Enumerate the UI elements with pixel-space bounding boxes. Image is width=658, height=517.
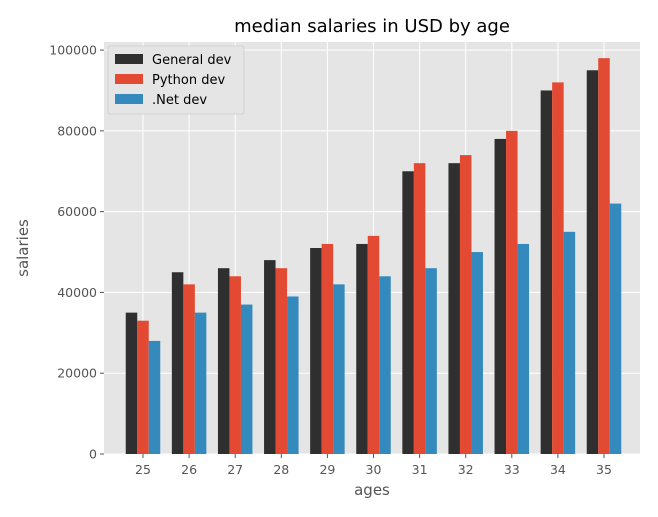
legend-label: Python dev — [152, 73, 225, 88]
x-tick-label: 28 — [273, 462, 289, 477]
bar — [598, 58, 610, 455]
y-tick-label: 20000 — [57, 366, 97, 381]
y-tick-label: 60000 — [57, 204, 97, 219]
bar — [471, 252, 483, 454]
bar — [275, 268, 288, 454]
bar — [183, 284, 195, 454]
bar — [125, 312, 138, 454]
y-tick-label: 80000 — [57, 123, 97, 138]
y-axis-ticks: 0 20000 40000 60000 80000 100000 — [49, 43, 104, 462]
x-tick-label: 32 — [458, 462, 474, 477]
bar — [402, 171, 414, 455]
legend-swatch — [115, 94, 143, 104]
legend: General dev Python dev .Net dev — [107, 45, 245, 115]
bar — [413, 163, 426, 455]
bar — [217, 268, 230, 454]
x-tick-label: 34 — [550, 462, 566, 477]
bar — [586, 70, 599, 455]
y-tick-label: 40000 — [57, 285, 97, 300]
chart-title: median salaries in USD by age — [234, 16, 510, 37]
x-tick-label: 33 — [504, 462, 520, 477]
bar — [356, 243, 368, 454]
bar — [540, 90, 553, 455]
x-tick-label: 27 — [227, 462, 243, 477]
x-tick-label: 25 — [135, 462, 151, 477]
bar — [229, 276, 241, 454]
bar — [333, 284, 345, 454]
bar — [506, 130, 518, 455]
y-tick-label: 0 — [89, 447, 97, 462]
legend-swatch — [115, 54, 143, 64]
bar — [459, 155, 472, 455]
bar — [148, 340, 161, 454]
bar — [240, 304, 253, 454]
bar — [367, 235, 380, 454]
bar — [563, 231, 576, 454]
x-tick-label: 30 — [366, 462, 382, 477]
bars — [125, 58, 622, 455]
bar — [287, 296, 299, 454]
y-tick-label: 100000 — [49, 43, 97, 58]
bar — [379, 276, 391, 454]
bar — [609, 203, 622, 454]
legend-label: .Net dev — [152, 93, 207, 108]
bar — [137, 320, 149, 454]
x-axis-label: ages — [354, 481, 390, 499]
bar — [517, 243, 530, 454]
legend-swatch — [115, 74, 143, 84]
bar — [494, 138, 507, 455]
y-axis-label: salaries — [14, 219, 32, 277]
x-tick-label: 35 — [596, 462, 612, 477]
x-axis-ticks: 25 26 27 28 29 30 31 32 33 34 35 — [135, 454, 612, 477]
x-tick-label: 29 — [319, 462, 335, 477]
bar — [321, 243, 334, 454]
bar — [448, 163, 460, 455]
bar — [264, 260, 276, 454]
bar — [310, 248, 322, 454]
x-tick-label: 26 — [181, 462, 197, 477]
x-tick-label: 31 — [412, 462, 428, 477]
legend-label: General dev — [152, 53, 232, 68]
bar — [552, 82, 564, 455]
bar — [425, 268, 437, 454]
bar — [194, 312, 207, 454]
bar — [171, 272, 184, 454]
